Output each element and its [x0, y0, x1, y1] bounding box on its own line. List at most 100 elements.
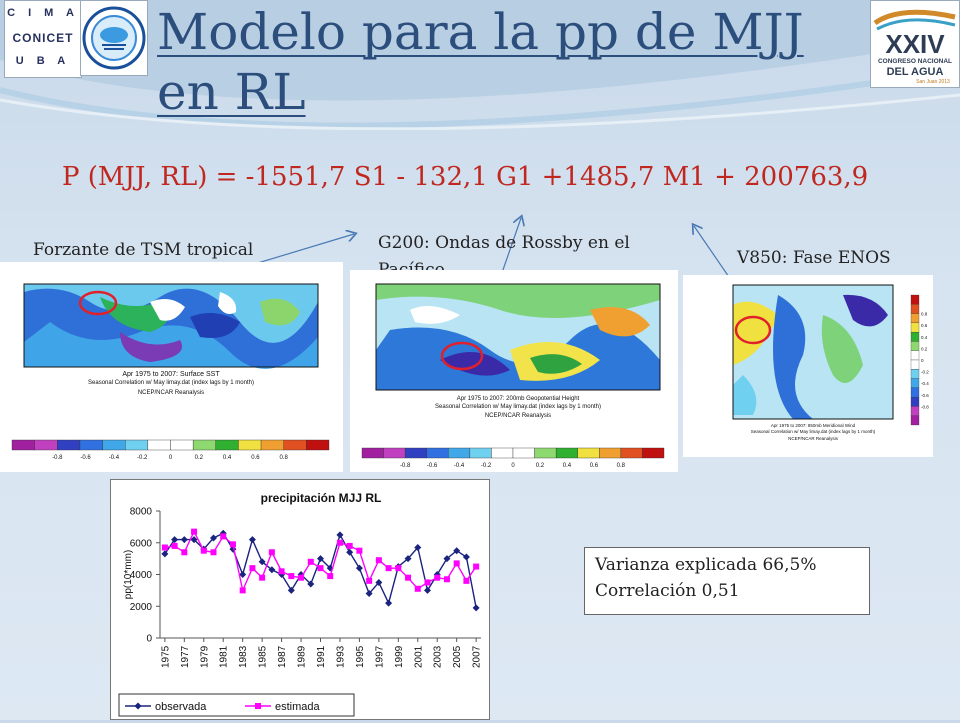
cima-logo: C I M A CONICET U B A — [4, 0, 82, 78]
x-tick-label: 1987 — [277, 645, 288, 668]
colorbar-swatch — [57, 439, 81, 451]
regression-equation: P (MJJ, RL) = -1551,7 S1 - 132,1 G1 +148… — [62, 162, 869, 192]
y-tick-label: 6000 — [130, 538, 153, 549]
colorbar-swatch — [34, 439, 58, 451]
colorbar-swatch — [599, 447, 622, 459]
point-estimada — [229, 541, 236, 548]
legend-label-estimada: estimada — [275, 701, 321, 713]
colorbar-swatch — [426, 447, 449, 459]
point-estimada — [375, 557, 382, 564]
colorbar-tick: -0.8 — [52, 455, 63, 461]
colorbar-tick: 0.6 — [590, 463, 599, 469]
colorbar-swatch — [910, 304, 920, 314]
point-estimada — [346, 542, 353, 549]
point-estimada — [434, 574, 441, 581]
colorbar-swatch — [910, 396, 920, 407]
point-observada — [404, 555, 412, 563]
colorbar-tick: -0.8 — [400, 463, 411, 469]
point-estimada — [278, 568, 285, 575]
x-tick-label: 1999 — [394, 645, 405, 668]
point-observada — [453, 547, 461, 555]
point-observada — [317, 555, 324, 563]
v850-colorbar-vertical: 0.8 0.6 0.4 0.2 0 -0.2 -0.4 -0.6 -0.8 — [910, 294, 929, 426]
point-estimada — [317, 565, 324, 572]
colorbar-swatch — [910, 387, 920, 398]
point-estimada — [443, 576, 450, 583]
y-tick-label: 2000 — [130, 602, 153, 613]
colorbar-swatch — [448, 447, 471, 459]
legend-box — [118, 693, 355, 717]
y-axis-label: pp(10*mm) — [123, 550, 134, 599]
label-v850: V850: Fase ENOS — [737, 248, 891, 268]
x-tick-label: 1979 — [199, 645, 210, 668]
colorbar-swatch — [238, 439, 262, 451]
colorbar-swatch — [910, 415, 920, 426]
congress-logo: XXIV CONGRESO NACIONAL DEL AGUA San Juan… — [870, 0, 960, 88]
point-estimada — [298, 574, 305, 581]
colorbar-swatch — [910, 294, 920, 305]
colorbar-tick: 0.8 — [280, 455, 289, 461]
colorbar-tick: 0.6 — [921, 323, 928, 328]
colorbar-tick: 0.4 — [921, 335, 928, 340]
colorbar-swatch — [910, 322, 920, 333]
point-estimada — [181, 549, 188, 556]
colorbar-swatch — [260, 439, 284, 451]
point-estimada — [288, 573, 295, 580]
x-tick-label: 2001 — [413, 645, 424, 668]
colorbar-swatch — [404, 447, 427, 459]
colorbar-tick: -0.6 — [921, 393, 929, 398]
colorbar-swatch — [512, 447, 535, 459]
colorbar-swatch — [910, 359, 920, 370]
point-estimada — [210, 549, 217, 556]
point-estimada — [161, 544, 168, 551]
x-tick-label: 1983 — [238, 645, 249, 668]
legend-marker-estimada — [255, 703, 261, 709]
legend-label-observada: observada — [155, 701, 207, 713]
v850-caption2: Seasonal Correlation w/ May limay.dat (i… — [751, 429, 876, 434]
colorbar-swatch — [642, 447, 665, 459]
x-tick-label: 1993 — [335, 645, 346, 668]
point-observada — [326, 564, 334, 572]
colorbar-swatch — [910, 350, 920, 361]
point-observada — [336, 531, 344, 539]
colorbar-tick: -0.2 — [481, 463, 492, 469]
colorbar-swatch — [170, 439, 194, 451]
x-tick-label: 2007 — [472, 645, 483, 668]
point-observada — [424, 586, 431, 594]
colorbar-swatch — [215, 439, 239, 451]
colorbar-tick: -0.2 — [137, 455, 148, 461]
v850-correlation-map: Apr 1975 to 2007: 850mb Meridional Wind … — [683, 275, 933, 457]
g200-colorbar: -0.8 -0.6 -0.4 -0.2 0 0.2 0.4 0.6 0.8 — [361, 447, 665, 469]
congress-line3: San Juan 2013 — [916, 79, 950, 85]
colorbar-swatch — [910, 369, 920, 379]
point-observada — [365, 590, 373, 598]
g200-caption1: Apr 1975 to 2007: 200mb Geopotential Hei… — [457, 396, 580, 402]
colorbar-tick: -0.4 — [109, 455, 120, 461]
colorbar-tick: 0 — [511, 463, 515, 469]
point-estimada — [366, 577, 373, 584]
point-estimada — [463, 577, 470, 584]
colorbar-swatch — [910, 313, 920, 324]
colorbar-swatch — [491, 447, 514, 459]
colorbar-swatch — [11, 439, 35, 451]
point-estimada — [473, 563, 480, 570]
point-observada — [180, 536, 188, 544]
point-observada — [307, 580, 315, 588]
colorbar-tick: 0 — [921, 358, 924, 363]
point-observada — [346, 548, 354, 556]
colorbar-swatch — [361, 447, 384, 459]
x-tick-label: 2003 — [433, 645, 444, 668]
point-estimada — [405, 574, 412, 581]
colorbar-tick: 0.2 — [536, 463, 545, 469]
correlation-value: Correlación 0,51 — [595, 581, 740, 601]
tsm-caption1: Apr 1975 to 2007: Surface SST — [122, 371, 220, 378]
point-estimada — [220, 533, 227, 540]
tsm-correlation-map: Apr 1975 to 2007: Surface SST Seasonal C… — [0, 262, 343, 472]
tsm-caption2: Seasonal Correlation w/ May limay.dat (i… — [88, 380, 254, 386]
x-tick-label: 2005 — [452, 645, 463, 668]
colorbar-tick: -0.4 — [921, 381, 929, 386]
x-tick-label: 1985 — [258, 645, 269, 668]
point-estimada — [385, 565, 392, 572]
point-observada — [472, 604, 480, 612]
colorbar-swatch — [102, 439, 126, 451]
